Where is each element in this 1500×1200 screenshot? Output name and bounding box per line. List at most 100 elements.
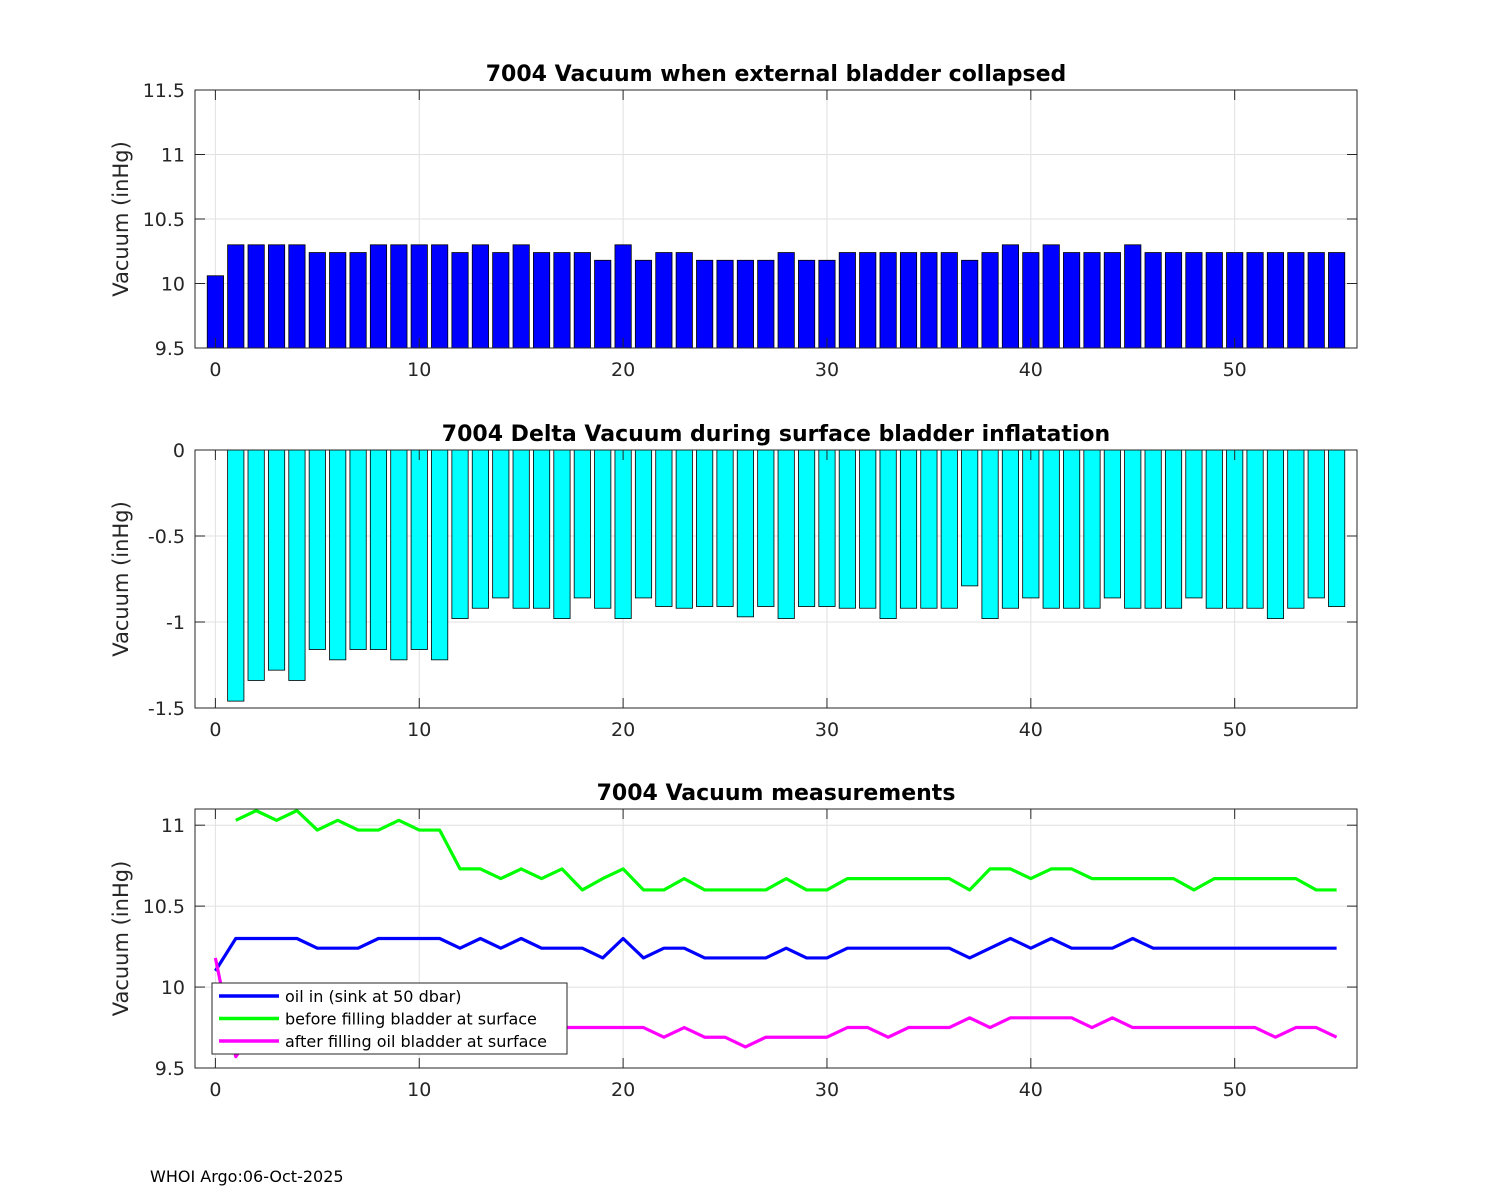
bar xyxy=(736,259,754,349)
bar xyxy=(492,252,510,349)
bar xyxy=(961,259,979,349)
bar xyxy=(369,244,388,349)
x-tick-label: 30 xyxy=(815,359,839,381)
bar xyxy=(736,449,754,618)
bar xyxy=(1001,244,1019,349)
x-tick-label: 20 xyxy=(611,359,635,381)
bar xyxy=(1164,449,1183,609)
bar xyxy=(1328,252,1346,349)
bar xyxy=(940,449,958,609)
bar xyxy=(1124,244,1142,349)
bar xyxy=(349,252,367,349)
bar xyxy=(451,449,469,619)
chart-title: 7004 Vacuum measurements xyxy=(597,781,956,806)
bar xyxy=(594,449,612,609)
bar xyxy=(1103,449,1121,599)
plot-delta-vacuum: 0 10 20 30 40 50 -1.5 -1 -0.5 0 7004 Delta Vacuum … xyxy=(109,422,1358,741)
bar xyxy=(1307,449,1325,599)
y-tick-label: 11 xyxy=(161,815,185,837)
bar xyxy=(390,244,408,349)
bar xyxy=(1063,449,1081,609)
bar xyxy=(614,244,632,349)
bar xyxy=(390,449,408,661)
y-tick-label: 11.5 xyxy=(143,80,185,102)
y-tick-label: 9.5 xyxy=(155,338,185,360)
bar xyxy=(288,449,306,681)
bar xyxy=(267,449,286,671)
y-tick-label: -1 xyxy=(166,612,185,634)
bar xyxy=(818,259,836,349)
bar xyxy=(1266,252,1285,349)
bar xyxy=(1246,252,1264,349)
bar xyxy=(471,449,489,609)
bar xyxy=(471,244,489,349)
y-tick-label: 0 xyxy=(173,440,185,462)
bar xyxy=(1144,449,1162,609)
bar xyxy=(1185,449,1203,599)
bar xyxy=(1307,252,1325,349)
bar xyxy=(267,244,286,349)
bar xyxy=(1022,252,1040,349)
bar xyxy=(1144,252,1162,349)
x-tick-label: 40 xyxy=(1019,719,1043,741)
bar xyxy=(716,449,734,607)
bar xyxy=(696,259,714,349)
plot-background xyxy=(195,450,1357,708)
bar xyxy=(329,449,347,661)
bar xyxy=(1287,252,1305,349)
bar xyxy=(1266,449,1285,619)
bar xyxy=(1164,252,1183,349)
bar xyxy=(920,252,938,349)
bar xyxy=(859,252,877,349)
x-tick-label: 40 xyxy=(1019,1079,1043,1101)
bar xyxy=(492,449,510,599)
bar xyxy=(1246,449,1264,609)
y-tick-label: 10.5 xyxy=(143,896,185,918)
bar xyxy=(431,244,449,349)
bar xyxy=(859,449,877,609)
bar xyxy=(1042,244,1060,349)
x-tick-label: 30 xyxy=(815,1079,839,1101)
bar xyxy=(1083,252,1101,349)
y-tick-label: 10 xyxy=(161,274,185,296)
y-tick-label: 11 xyxy=(161,145,185,167)
bar xyxy=(1124,449,1142,609)
y-axis-label: Vacuum (inHg) xyxy=(109,501,133,657)
bar xyxy=(1226,252,1244,349)
x-tick-label: 30 xyxy=(815,719,839,741)
bar xyxy=(369,449,388,650)
x-tick-label: 0 xyxy=(209,719,221,741)
bar xyxy=(716,259,734,349)
bar xyxy=(1205,252,1223,349)
x-tick-label: 50 xyxy=(1223,719,1247,741)
bar xyxy=(879,252,897,349)
plot-frame xyxy=(194,808,1358,1069)
bar xyxy=(573,449,591,599)
bar xyxy=(634,259,653,349)
legend-label: oil in (sink at 50 dbar) xyxy=(285,987,462,1006)
bar xyxy=(777,449,795,619)
bar xyxy=(757,449,775,607)
x-tick-label: 20 xyxy=(611,1079,635,1101)
x-tick-label: 0 xyxy=(209,359,221,381)
x-tick-label: 0 xyxy=(209,1079,221,1101)
bar xyxy=(757,259,775,349)
y-tick-label: 10 xyxy=(161,977,185,999)
bar xyxy=(940,252,958,349)
plot-collapsed-vacuum: 0 10 20 30 40 50 9.5 10 10.5 11 11.5 7004 Vacuum wh… xyxy=(109,62,1358,381)
x-tick-label: 10 xyxy=(407,359,431,381)
bar xyxy=(431,449,449,661)
bar xyxy=(573,252,591,349)
bar xyxy=(675,449,693,609)
bar xyxy=(227,449,245,702)
bar xyxy=(410,244,428,349)
chart-title: 7004 Vacuum when external bladder collap… xyxy=(486,62,1067,87)
bar xyxy=(675,252,693,349)
bar xyxy=(838,449,856,609)
bar xyxy=(655,449,673,607)
plot-frame xyxy=(194,449,1358,709)
bar xyxy=(247,449,265,681)
bar xyxy=(512,449,530,609)
bar xyxy=(1205,449,1223,609)
bar xyxy=(1185,252,1203,349)
